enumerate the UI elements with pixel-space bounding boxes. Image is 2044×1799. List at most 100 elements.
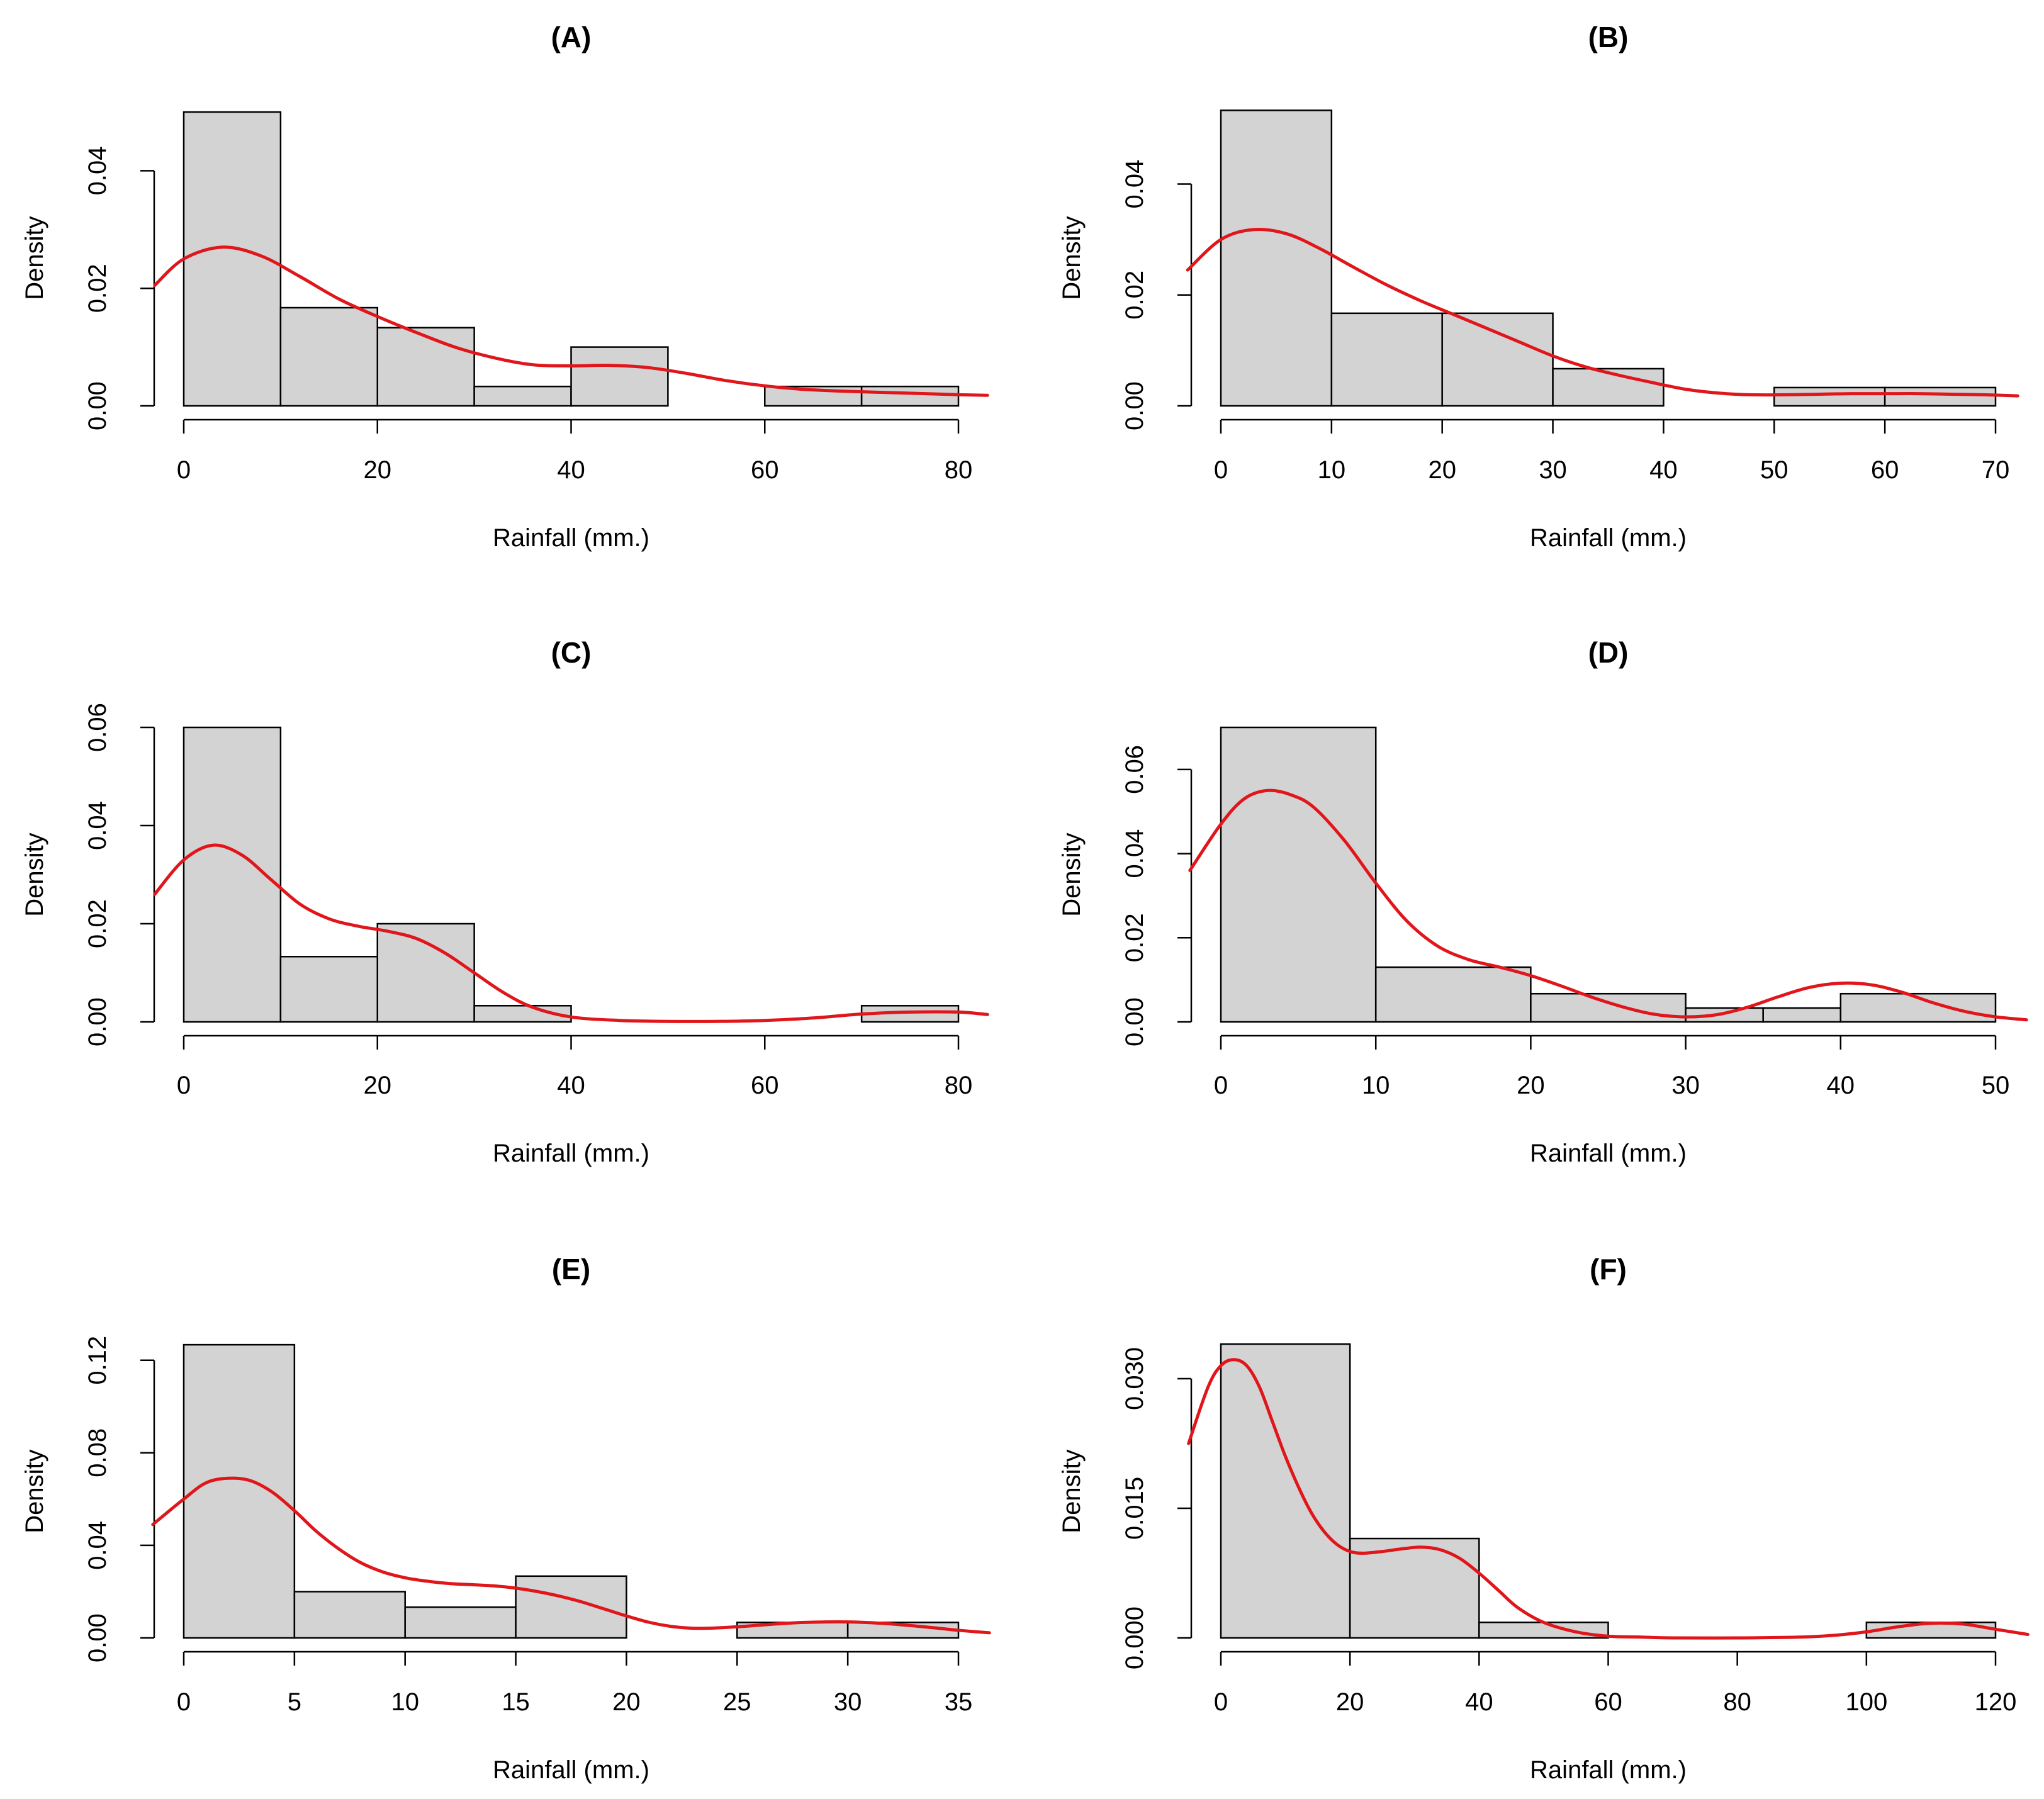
x-tick-label: 20 <box>1336 1688 1364 1716</box>
panel-title: (F) <box>1590 1253 1627 1286</box>
histogram-bar <box>1330 312 1443 407</box>
histogram-bar <box>279 306 378 407</box>
x-tick-label: 0 <box>177 1072 191 1099</box>
histogram-bar <box>1552 367 1665 407</box>
density-curve <box>1186 227 2019 398</box>
histogram-bar <box>279 956 378 1023</box>
panel-title: (C) <box>551 636 592 669</box>
histogram-bar <box>515 1575 627 1639</box>
x-tick-label: 80 <box>945 1072 973 1099</box>
y-axis-label: Density <box>1058 216 1086 300</box>
histogram-bar <box>1349 1537 1480 1639</box>
y-tick-label: 0.04 <box>84 1521 111 1570</box>
histogram-bar <box>1762 1007 1842 1023</box>
x-tick-label: 20 <box>1517 1072 1545 1099</box>
x-tick-label: 30 <box>1671 1072 1700 1099</box>
histogram-panel-f: (F) 0 20 40 60 80 100 120 0.000 0.015 0.030 Rainfal… <box>1058 1253 2030 1784</box>
y-tick-label: 0.000 <box>1121 1606 1148 1669</box>
y-tick-label: 0.04 <box>84 146 111 195</box>
histogram-bar <box>1773 386 1886 407</box>
y-tick-label: 0.06 <box>84 703 111 752</box>
y-axis-label: Density <box>21 832 48 916</box>
x-tick-label: 30 <box>1539 456 1567 484</box>
x-tick-label: 0 <box>1214 1072 1228 1099</box>
y-axis-label: Density <box>1058 832 1086 916</box>
histogram-bar <box>473 385 572 407</box>
histogram-bar <box>1530 992 1687 1023</box>
density-curve <box>151 1476 991 1635</box>
x-tick-label: 15 <box>502 1688 530 1716</box>
y-axis-label: Density <box>21 216 48 300</box>
x-tick-label: 0 <box>1214 1688 1228 1716</box>
x-tick-label: 5 <box>288 1688 301 1716</box>
x-tick-label: 80 <box>945 456 973 484</box>
histogram-bar <box>1374 966 1532 1023</box>
density-curve <box>1188 788 2028 1022</box>
x-tick-label: 40 <box>557 1072 585 1099</box>
x-tick-label: 0 <box>177 456 191 484</box>
x-tick-label: 20 <box>1428 456 1456 484</box>
y-tick-label: 0.00 <box>84 997 111 1046</box>
x-axis-label: Rainfall (mm.) <box>493 1756 649 1784</box>
histogram-bar <box>1884 386 1997 407</box>
y-tick-label: 0.04 <box>84 801 111 850</box>
histogram-bar <box>1685 1007 1764 1023</box>
histogram-bar <box>570 346 669 407</box>
y-axis-label: Density <box>21 1449 48 1533</box>
histogram-bar <box>860 385 960 407</box>
histogram-bar <box>182 1343 296 1639</box>
histogram-bar <box>404 1606 517 1639</box>
x-axis-label: Rainfall (mm.) <box>493 1140 649 1167</box>
x-tick-label: 40 <box>1465 1688 1493 1716</box>
x-tick-label: 60 <box>751 1072 779 1099</box>
x-tick-label: 60 <box>1871 456 1899 484</box>
x-tick-label: 60 <box>751 456 779 484</box>
density-curve <box>153 245 989 397</box>
x-tick-label: 60 <box>1594 1688 1622 1716</box>
histogram-panel-d: (D) 0 10 20 30 40 50 0.00 0.02 0.04 0.06 Rainfall (… <box>1058 636 2028 1167</box>
x-axis-label: Rainfall (mm.) <box>1530 1756 1687 1784</box>
x-tick-label: 20 <box>364 1072 392 1099</box>
x-axis-label: Rainfall (mm.) <box>1530 1140 1687 1167</box>
x-tick-label: 0 <box>177 1688 191 1716</box>
x-tick-label: 70 <box>1982 456 2010 484</box>
panel-title: (E) <box>552 1253 590 1286</box>
y-tick-label: 0.00 <box>1121 381 1148 430</box>
x-tick-label: 120 <box>1975 1688 2017 1716</box>
y-tick-label: 0.08 <box>84 1428 111 1477</box>
histogram-panel-c: (C) 0 20 40 60 80 0.00 0.02 0.04 0.06 Rainfall (mm… <box>21 636 989 1167</box>
x-tick-label: 50 <box>1982 1072 2010 1099</box>
y-tick-label: 0.12 <box>84 1336 111 1385</box>
x-tick-label: 20 <box>364 456 392 484</box>
y-tick-label: 0.02 <box>84 899 111 948</box>
y-tick-label: 0.04 <box>1121 829 1148 878</box>
x-tick-label: 80 <box>1723 1688 1751 1716</box>
histogram-bar <box>1220 109 1333 407</box>
y-tick-label: 0.030 <box>1121 1347 1148 1410</box>
y-tick-label: 0.04 <box>1121 160 1148 209</box>
density-curve <box>1187 1358 2030 1640</box>
panel-title: (B) <box>1588 21 1629 53</box>
y-tick-label: 0.02 <box>1121 913 1148 962</box>
x-tick-label: 10 <box>1362 1072 1390 1099</box>
x-tick-label: 100 <box>1845 1688 1887 1716</box>
histogram-panel-b: (B) 0 10 20 30 40 50 60 70 0.00 0.02 0.04 Rainfall (… <box>1058 21 2019 552</box>
histogram-bar <box>293 1591 406 1639</box>
histogram-bar <box>1220 726 1377 1023</box>
histogram-bar <box>1441 312 1554 407</box>
histogram-bar <box>1220 1343 1351 1639</box>
panel-title: (D) <box>1588 636 1629 669</box>
y-tick-label: 0.02 <box>1121 271 1148 320</box>
x-tick-label: 40 <box>557 456 585 484</box>
y-tick-label: 0.06 <box>1121 745 1148 794</box>
x-tick-label: 50 <box>1760 456 1788 484</box>
x-tick-label: 10 <box>1318 456 1346 484</box>
x-axis-label: Rainfall (mm.) <box>493 524 649 552</box>
panel-title: (A) <box>551 21 592 53</box>
y-axis-label: Density <box>1058 1449 1086 1533</box>
histogram-panel-e: (E) 0 5 10 15 20 25 30 35 0.00 0.04 0.08 0.12 Rainfal… <box>21 1253 991 1784</box>
x-tick-label: 30 <box>834 1688 862 1716</box>
x-tick-label: 25 <box>723 1688 751 1716</box>
y-tick-label: 0.00 <box>1121 997 1148 1046</box>
